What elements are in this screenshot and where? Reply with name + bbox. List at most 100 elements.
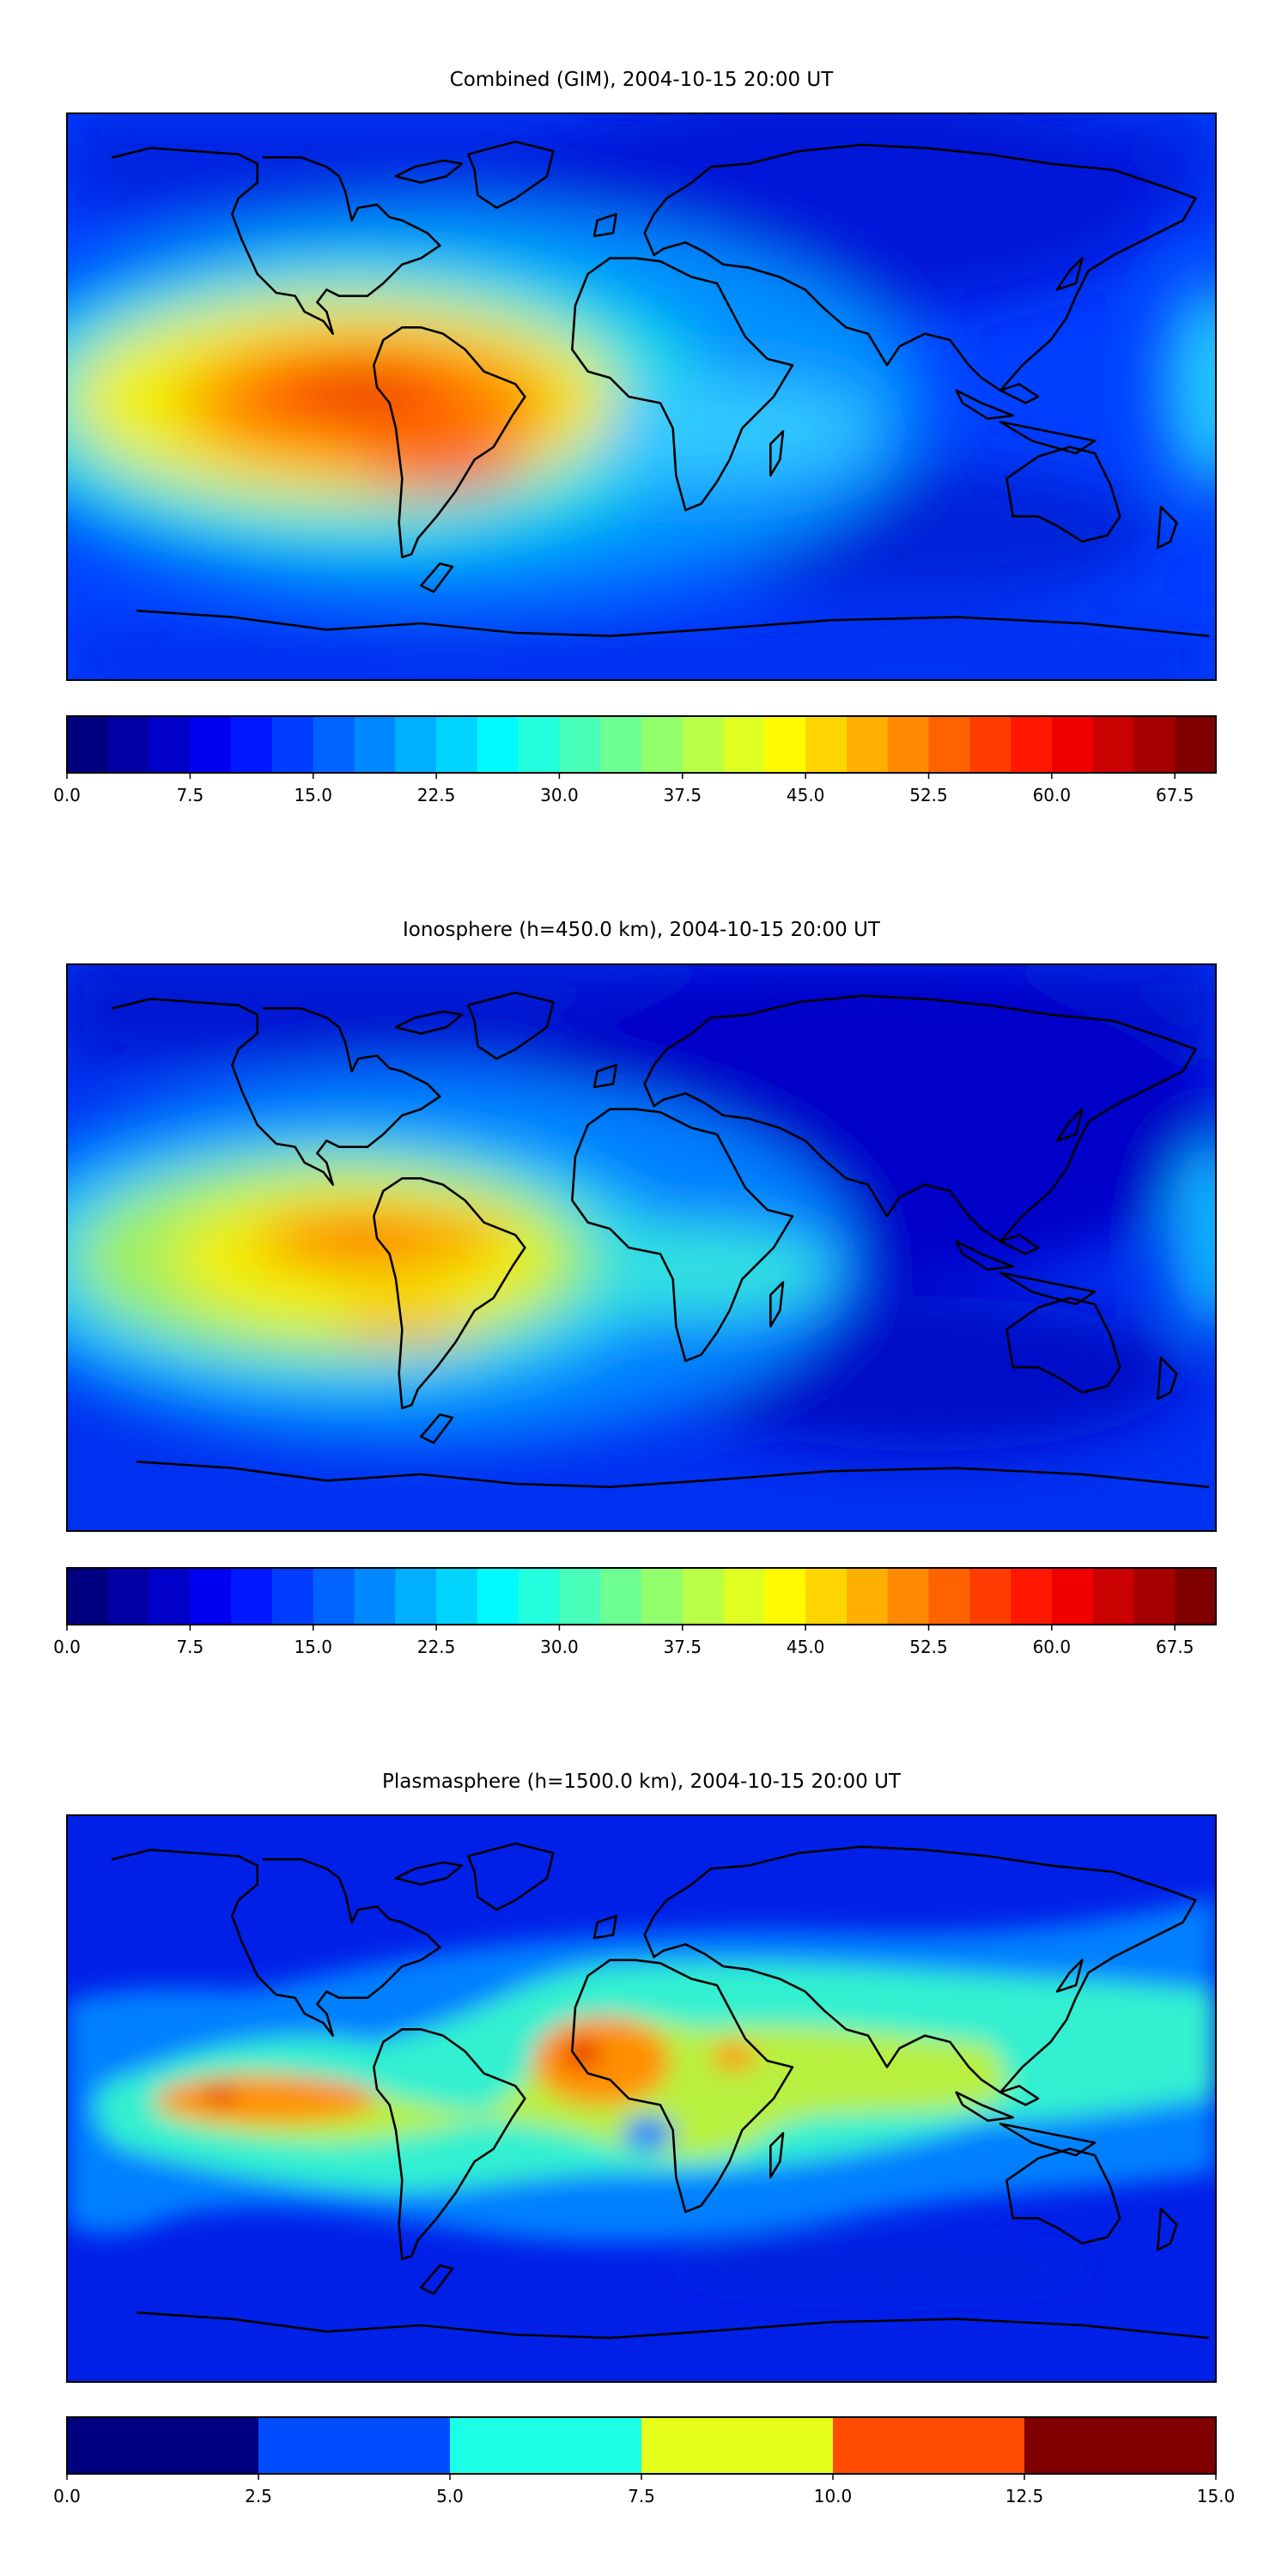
colorbar-segment	[1011, 716, 1053, 773]
panel3-orange-sahara	[712, 2043, 756, 2070]
colorbar-segment	[1092, 716, 1135, 773]
colorbar-segment	[600, 1568, 642, 1625]
colorbar-segment	[107, 716, 150, 773]
colorbar-tick-label: 15.0	[294, 1637, 332, 1657]
panel3-title: Plasmasphere (h=1500.0 km), 2004-10-15 2…	[382, 1771, 902, 1793]
colorbar-tick-label: 0.0	[53, 785, 81, 805]
colorbar-segment	[723, 1568, 765, 1625]
panel3-red-wafrica	[563, 2041, 601, 2067]
colorbar-segment	[764, 716, 806, 773]
colorbar-segment	[805, 1568, 848, 1625]
colorbar-segment	[231, 1568, 273, 1625]
panel2-crest-n-core	[292, 1225, 429, 1256]
panel1-colorbar-ticks: 0.0 7.5 15.0 22.5 30.0 37.5 45.0 52.5 60.0 67.5	[53, 773, 1194, 805]
colorbar-tick-label: 52.5	[909, 1637, 948, 1657]
panel2-crest-s	[335, 1303, 472, 1341]
colorbar-segment	[1051, 716, 1094, 773]
colorbar-tick-label: 37.5	[664, 1637, 702, 1657]
colorbar-segment	[450, 2417, 642, 2474]
colorbar-segment	[313, 716, 355, 773]
panel1-atlantic-ext	[532, 378, 876, 481]
colorbar-segment	[641, 1568, 683, 1625]
colorbar-segment	[1133, 716, 1176, 773]
colorbar-segment	[67, 716, 109, 773]
colorbar-segment	[887, 1568, 930, 1625]
panel3-orange-pacific	[155, 2075, 378, 2123]
panel2-title: Ionosphere (h=450.0 km), 2004-10-15 20:0…	[403, 919, 881, 941]
colorbar-segment	[477, 716, 519, 773]
colorbar-segment	[805, 716, 848, 773]
colorbar-segment	[395, 716, 437, 773]
colorbar-tick-label: 22.5	[417, 785, 456, 805]
colorbar-segment	[969, 716, 1012, 773]
colorbar-segment	[641, 2417, 834, 2474]
panel2-frame	[66, 963, 1217, 1532]
colorbar-tick-label: 37.5	[664, 785, 702, 805]
colorbar-segment	[833, 2417, 1025, 2474]
panel2-map	[67, 964, 1216, 1531]
colorbar-tick-label: 60.0	[1033, 785, 1072, 805]
panel3-orange-wafrica	[532, 2016, 670, 2105]
colorbar-segment	[190, 1568, 232, 1625]
colorbar-segment	[723, 716, 765, 773]
colorbar-tick-label: 7.5	[176, 785, 204, 805]
colorbar-segment	[271, 716, 314, 773]
panel1-pacific-ext	[1163, 283, 1216, 489]
colorbar-tick-label: 12.5	[1005, 2486, 1044, 2506]
colorbar-segment	[518, 716, 561, 773]
colorbar-tick-label: 15.0	[294, 785, 332, 805]
colorbar-segment	[477, 1568, 519, 1625]
colorbar-segment	[436, 1568, 478, 1625]
colorbar-segment	[887, 716, 930, 773]
colorbar-segment	[969, 1568, 1012, 1625]
colorbar-segment	[1133, 1568, 1176, 1625]
panel2-colorbar	[67, 1568, 1217, 1625]
colorbar-segment	[149, 716, 191, 773]
colorbar-tick-label: 67.5	[1156, 1637, 1194, 1657]
colorbar-segment	[395, 1568, 437, 1625]
colorbar-segment	[928, 716, 970, 773]
panel3-colorbar-ticks: 0.0 2.5 5.0 7.5 10.0 12.5 15.0	[53, 2474, 1235, 2506]
colorbar-segment	[518, 1568, 561, 1625]
panel1-low-south	[67, 635, 1216, 680]
panel3-frame	[66, 1814, 1217, 2383]
colorbar-segment	[846, 1568, 889, 1625]
panel1-frame	[66, 112, 1217, 681]
panel3-south-low	[678, 2237, 1091, 2297]
colorbar-segment	[313, 1568, 355, 1625]
colorbar-segment	[559, 1568, 601, 1625]
colorbar-tick-label: 0.0	[53, 1637, 81, 1657]
colorbar-segment	[600, 716, 642, 773]
colorbar-segment	[354, 1568, 396, 1625]
panel2-field	[67, 964, 1216, 1451]
panel3-colorbar	[67, 2417, 1217, 2474]
colorbar-tick-label: 67.5	[1156, 785, 1194, 805]
panel2-africa-ext	[541, 1224, 833, 1318]
colorbar-tick-label: 45.0	[787, 785, 825, 805]
colorbar-tick-label: 30.0	[540, 1637, 579, 1657]
panel1-colorbar-frame	[66, 715, 1217, 774]
panel3-field	[67, 1898, 1216, 2297]
colorbar-tick-label: 7.5	[628, 2486, 655, 2506]
panel1-title: Combined (GIM), 2004-10-15 20:00 UT	[450, 69, 835, 91]
colorbar-segment	[682, 716, 725, 773]
panel2-pacific-ext	[1168, 1142, 1216, 1331]
colorbar-tick-label: 52.5	[909, 785, 948, 805]
colorbar-segment	[1175, 716, 1217, 773]
colorbar-tick-label: 22.5	[417, 1637, 456, 1657]
colorbar-segment	[149, 1568, 191, 1625]
panel3-map	[67, 1815, 1216, 2382]
colorbar-tick-label: 30.0	[540, 785, 579, 805]
colorbar-segment	[190, 716, 232, 773]
colorbar-segment	[1175, 1568, 1217, 1625]
panel1-map	[67, 113, 1216, 680]
panel3-red-pacific	[204, 2086, 235, 2105]
colorbar-segment	[67, 1568, 109, 1625]
colorbar-segment	[231, 716, 273, 773]
colorbar-segment	[107, 1568, 150, 1625]
colorbar-segment	[764, 1568, 806, 1625]
colorbar-tick-label: 0.0	[53, 2486, 81, 2506]
colorbar-tick-label: 10.0	[814, 2486, 853, 2506]
colorbar-tick-label: 15.0	[1197, 2486, 1236, 2506]
